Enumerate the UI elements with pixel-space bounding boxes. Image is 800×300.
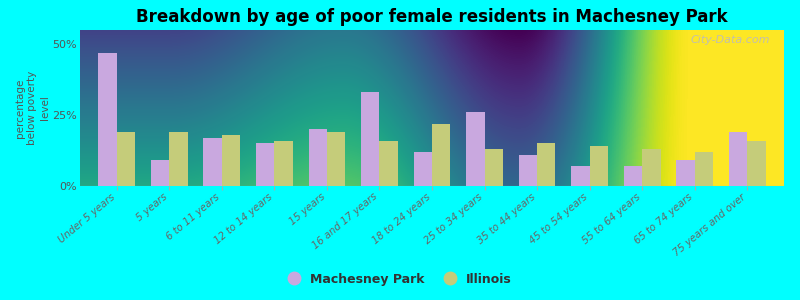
Bar (642, 149, 661, 186)
Bar (222, 135, 240, 186)
Bar (485, 149, 503, 186)
Bar (414, 152, 432, 186)
Bar (379, 141, 398, 186)
Bar (518, 155, 537, 186)
Bar (98, 53, 117, 186)
Bar (309, 129, 327, 186)
Bar (537, 143, 555, 186)
Bar (203, 138, 222, 186)
Bar (729, 132, 747, 186)
Bar (747, 141, 766, 186)
Text: City-Data.com: City-Data.com (690, 35, 770, 45)
Bar (466, 112, 485, 186)
Bar (170, 132, 188, 186)
Bar (571, 166, 590, 186)
Bar (694, 152, 713, 186)
Bar (624, 166, 642, 186)
Bar (361, 92, 379, 186)
Bar (256, 143, 274, 186)
Bar (151, 160, 170, 186)
Title: Breakdown by age of poor female residents in Machesney Park: Breakdown by age of poor female resident… (136, 8, 728, 26)
Bar (274, 141, 293, 186)
Y-axis label: percentage
below poverty
level: percentage below poverty level (15, 71, 50, 145)
Bar (676, 160, 694, 186)
Legend: Machesney Park, Illinois: Machesney Park, Illinois (283, 268, 517, 291)
Bar (432, 124, 450, 186)
Bar (327, 132, 346, 186)
Bar (590, 146, 608, 186)
Bar (117, 132, 135, 186)
